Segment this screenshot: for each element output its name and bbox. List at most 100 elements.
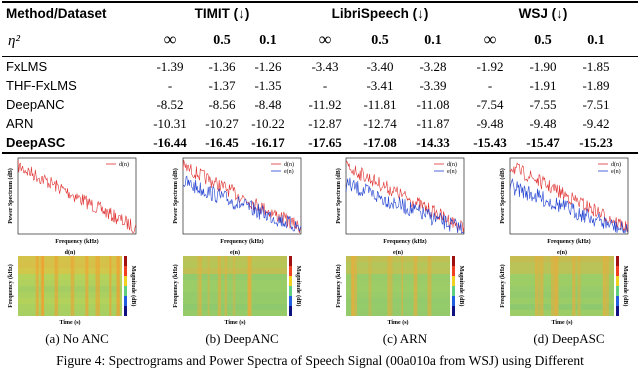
subheader-cell: ∞ [318,29,332,49]
spectrogram-title: e(n) [230,249,240,256]
cell: -11.08 [416,97,450,112]
spectrogram-xlabel: Time (s) [551,319,572,326]
spectrogram-stripe [54,256,59,316]
colorbar-segment [124,306,127,316]
spectrogram-bg [510,256,614,316]
subheader-cell: 0.1 [259,33,277,48]
cell: - [167,78,173,93]
spectrogram-band [18,298,122,304]
cell: -1.36 [208,59,236,74]
spectrum-ylabel: Power Spectrum (dB) [499,168,506,224]
spectrogram-band [18,256,122,262]
spectrogram-bg [18,256,122,316]
header-group: WSJ (↓) [518,6,568,21]
subheader-cell: ∞ [163,29,177,49]
spectrum-line [345,177,464,234]
panel-caption: (c) ARN [382,331,428,346]
spectrogram-bg [346,256,450,316]
spectrogram-band [183,286,287,292]
spectrogram-stripe [247,256,251,316]
cell: -8.48 [254,97,282,112]
spectrogram-band [510,286,614,292]
colorbar-segment [452,306,455,316]
cell: -3.28 [419,59,447,74]
cell: -11.87 [416,116,450,131]
spectrogram-stripe [368,256,372,316]
spectrogram-band [510,268,614,274]
panel-caption: (d) DeepASC [533,331,605,346]
spectrum-line [17,159,137,234]
header-group: LibriSpeech (↓) [331,6,429,21]
subheader-cell: 0.1 [587,33,605,48]
legend-label: d(n) [284,161,294,168]
spectrum-frame [182,157,302,235]
cell: -16.44 [153,135,187,150]
spectrogram-stripe [554,256,559,316]
colorbar-segment [289,296,292,306]
cell: -8.52 [156,97,184,112]
spectrogram-stripe [351,256,355,316]
cell: -3.41 [366,78,394,93]
subheader-cell: 0.5 [534,33,552,48]
cell: -1.89 [582,78,610,93]
spectrogram-stripe [534,256,539,316]
spectrogram-band [346,298,450,304]
spectrogram-ylabel: Frequency (kHz) [172,264,179,307]
subheader-cell: 0.5 [213,33,231,48]
subheader-label: η² [8,33,20,49]
colorbar-segment [124,266,127,276]
spectrogram-stripe [388,256,393,316]
colorbar-segment [616,286,619,296]
spectrogram-band [510,292,614,298]
legend-label: d(n) [119,161,129,168]
spectrogram-band [346,304,450,310]
spectrogram-stripe [35,256,39,316]
spectrogram-band [18,292,122,298]
colorbar-segment [289,256,292,266]
colorbar-label: Magnitude (dB) [622,266,629,307]
spectrogram-stripe [41,256,45,316]
cell: -12.74 [363,116,397,131]
spectrogram-band [183,256,287,262]
colorbar-segment [124,256,127,266]
spectrogram-ylabel: Frequency (kHz) [499,264,506,307]
spectrum-ylabel: Power Spectrum (dB) [172,168,179,224]
spectrogram-stripe [217,256,222,316]
cell: -7.55 [529,97,557,112]
spectrogram-stripe [401,256,404,316]
spectrogram-band [346,268,450,274]
spectrogram-ylabel: Frequency (kHz) [7,264,14,307]
cell: -1.85 [582,59,610,74]
cell: -10.27 [205,116,239,131]
legend-label: e(n) [611,168,621,175]
colorbar-segment [289,306,292,316]
spectrogram-stripe [95,256,100,316]
colorbar-segment [452,276,455,286]
cell: -8.56 [208,97,236,112]
colorbar-segment [289,286,292,296]
colorbar-segment [289,266,292,276]
cell: -3.39 [419,78,447,93]
spectrum-xlabel: Frequency (kHz) [547,238,590,245]
colorbar-label: Magnitude (dB) [295,266,302,307]
panel-caption: (a) No ANC [45,331,109,346]
colorbar-segment [616,276,619,286]
cell: -1.90 [529,59,557,74]
spectrogram-band [510,256,614,262]
spectrogram-stripe [602,256,607,316]
cell: -11.81 [363,97,397,112]
colorbar-segment [616,266,619,276]
spectrogram-ylabel: Frequency (kHz) [335,264,342,307]
spectrogram-stripe [607,256,609,316]
row-label: ARN [6,116,34,131]
colorbar-segment [616,306,619,316]
cell: -15.47 [526,135,560,150]
colorbar-label: Magnitude (dB) [458,266,465,307]
spectrogram-band [510,304,614,310]
spectrogram-band [183,292,287,298]
colorbar-segment [452,266,455,276]
cell: -17.08 [363,135,397,150]
legend-label: d(n) [611,161,621,168]
spectrogram-stripe [387,256,390,316]
cell: -16.45 [205,135,239,150]
